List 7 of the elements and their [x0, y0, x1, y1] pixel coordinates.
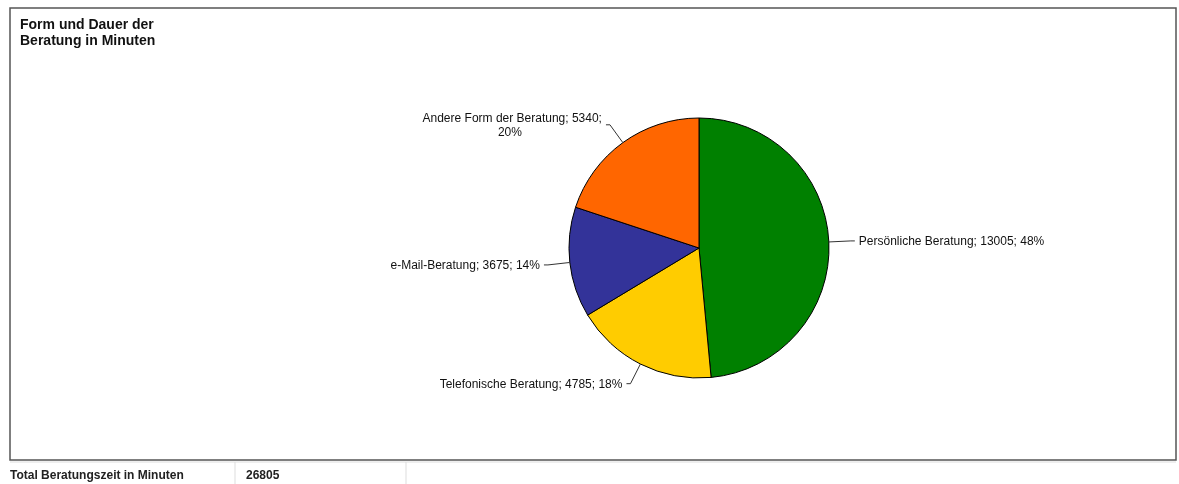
- slice-label: e-Mail-Beratung; 3675; 14%: [390, 257, 541, 272]
- text: 26805: [246, 468, 280, 482]
- text: Form und Dauer der Beratung in Minuten: [20, 16, 156, 48]
- slice-label: Telefonische Beratung; 4785; 18%: [439, 376, 623, 391]
- slice-label: Andere Form der Beratung; 5340; 20%: [422, 110, 602, 139]
- text: Total Beratungszeit in Minuten: [10, 468, 184, 482]
- slice-label: Persönliche Beratung; 13005; 48%: [858, 233, 1045, 248]
